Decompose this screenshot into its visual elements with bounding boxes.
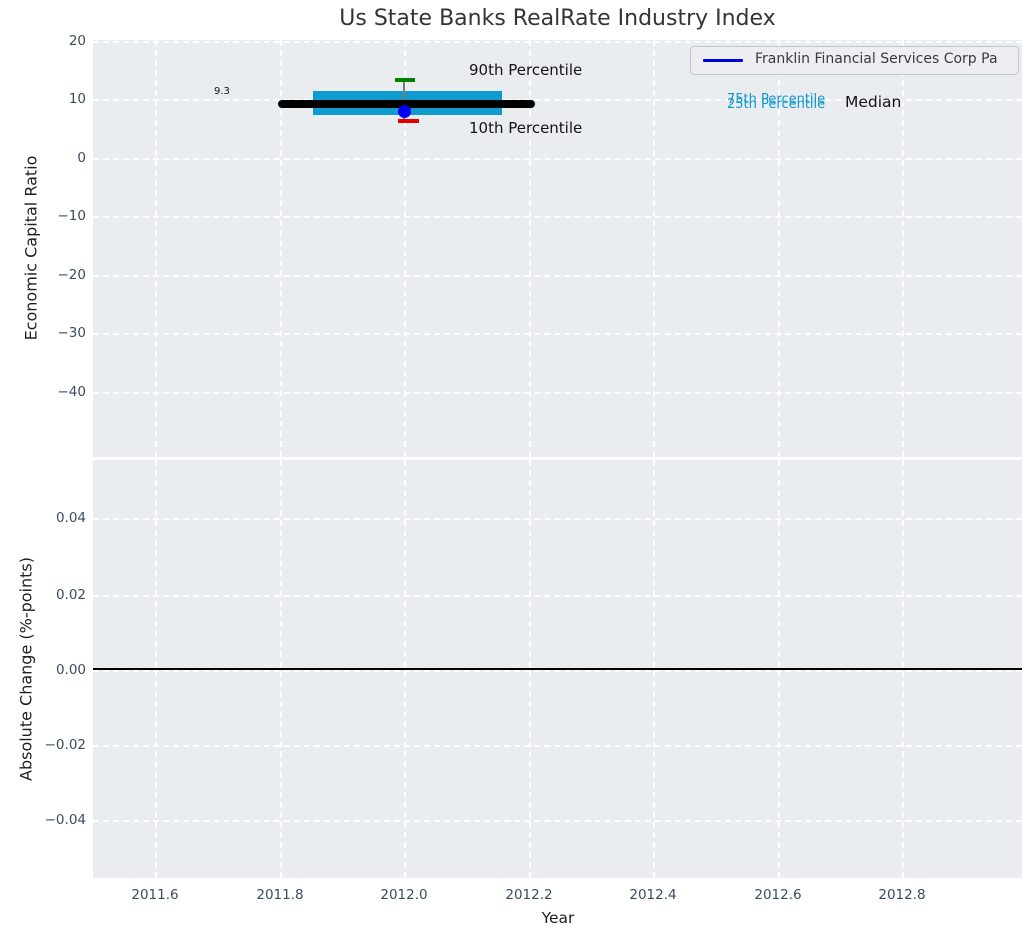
- gridline-h: [93, 670, 1022, 672]
- ytick-label: −0.02: [44, 737, 86, 753]
- ytick-label: −30: [57, 325, 87, 341]
- ytick-label: 0.00: [55, 662, 86, 678]
- p10-cap: [398, 119, 419, 123]
- gridline-h: [93, 41, 1022, 43]
- xtick-label: 2011.8: [256, 887, 304, 903]
- ytick-label: 20: [68, 33, 86, 49]
- gridline-v: [529, 40, 531, 457]
- ytick-label: 10: [68, 91, 86, 107]
- xtick-label: 2011.6: [131, 887, 179, 903]
- top-plot-area: [93, 40, 1022, 457]
- legend-line-sample: [703, 59, 743, 62]
- xtick-label: 2012.4: [629, 887, 677, 903]
- ytick-label: −40: [57, 384, 87, 400]
- gridline-v: [778, 40, 780, 457]
- ytick-label: −0.04: [44, 812, 86, 828]
- p75-label: 75th Percentile: [727, 92, 826, 107]
- p10-label: 10th Percentile: [469, 119, 583, 137]
- median-label: Median: [845, 93, 902, 111]
- legend: Franklin Financial Services Corp Pa: [690, 46, 1019, 75]
- legend-series-label: Franklin Financial Services Corp Pa: [755, 51, 998, 67]
- gridline-h: [93, 820, 1022, 822]
- gridline-h: [93, 392, 1022, 394]
- xtick-label: 2012.6: [754, 887, 802, 903]
- gridline-v: [404, 40, 406, 457]
- gridline-h: [93, 595, 1022, 597]
- gridline-v: [280, 40, 282, 457]
- p90-label: 90th Percentile: [469, 61, 583, 79]
- p90-cap: [395, 78, 415, 82]
- gridline-h: [93, 333, 1022, 335]
- gridline-v: [653, 40, 655, 457]
- median-line: [278, 100, 535, 108]
- xtick-label: 2012.0: [380, 887, 428, 903]
- gridline-h: [93, 158, 1022, 160]
- median-value-label: 9.3: [214, 86, 230, 97]
- gridline-v: [902, 40, 904, 457]
- gridline-h: [93, 99, 1022, 101]
- zero-change-line: [93, 668, 1022, 670]
- ytick-label: 0: [77, 150, 86, 166]
- bottom-y-axis-label: Absolute Change (%-points): [16, 557, 36, 781]
- gridline-h: [93, 745, 1022, 747]
- ytick-label: −10: [57, 208, 87, 224]
- company-data-point: [398, 105, 411, 118]
- xtick-label: 2012.2: [505, 887, 553, 903]
- x-axis-label: Year: [541, 909, 575, 927]
- ytick-label: −20: [57, 267, 87, 283]
- chart-title: Us State Banks RealRate Industry Index: [339, 6, 776, 31]
- gridline-h: [93, 275, 1022, 277]
- gridline-h: [93, 518, 1022, 520]
- gridline-h: [93, 216, 1022, 218]
- top-y-axis-label: Economic Capital Ratio: [21, 155, 41, 341]
- xtick-label: 2012.8: [878, 887, 926, 903]
- gridline-v: [155, 40, 157, 457]
- ytick-label: 0.04: [55, 510, 86, 526]
- ytick-label: 0.02: [55, 587, 86, 603]
- p25-label: 25th Percentile: [727, 97, 826, 112]
